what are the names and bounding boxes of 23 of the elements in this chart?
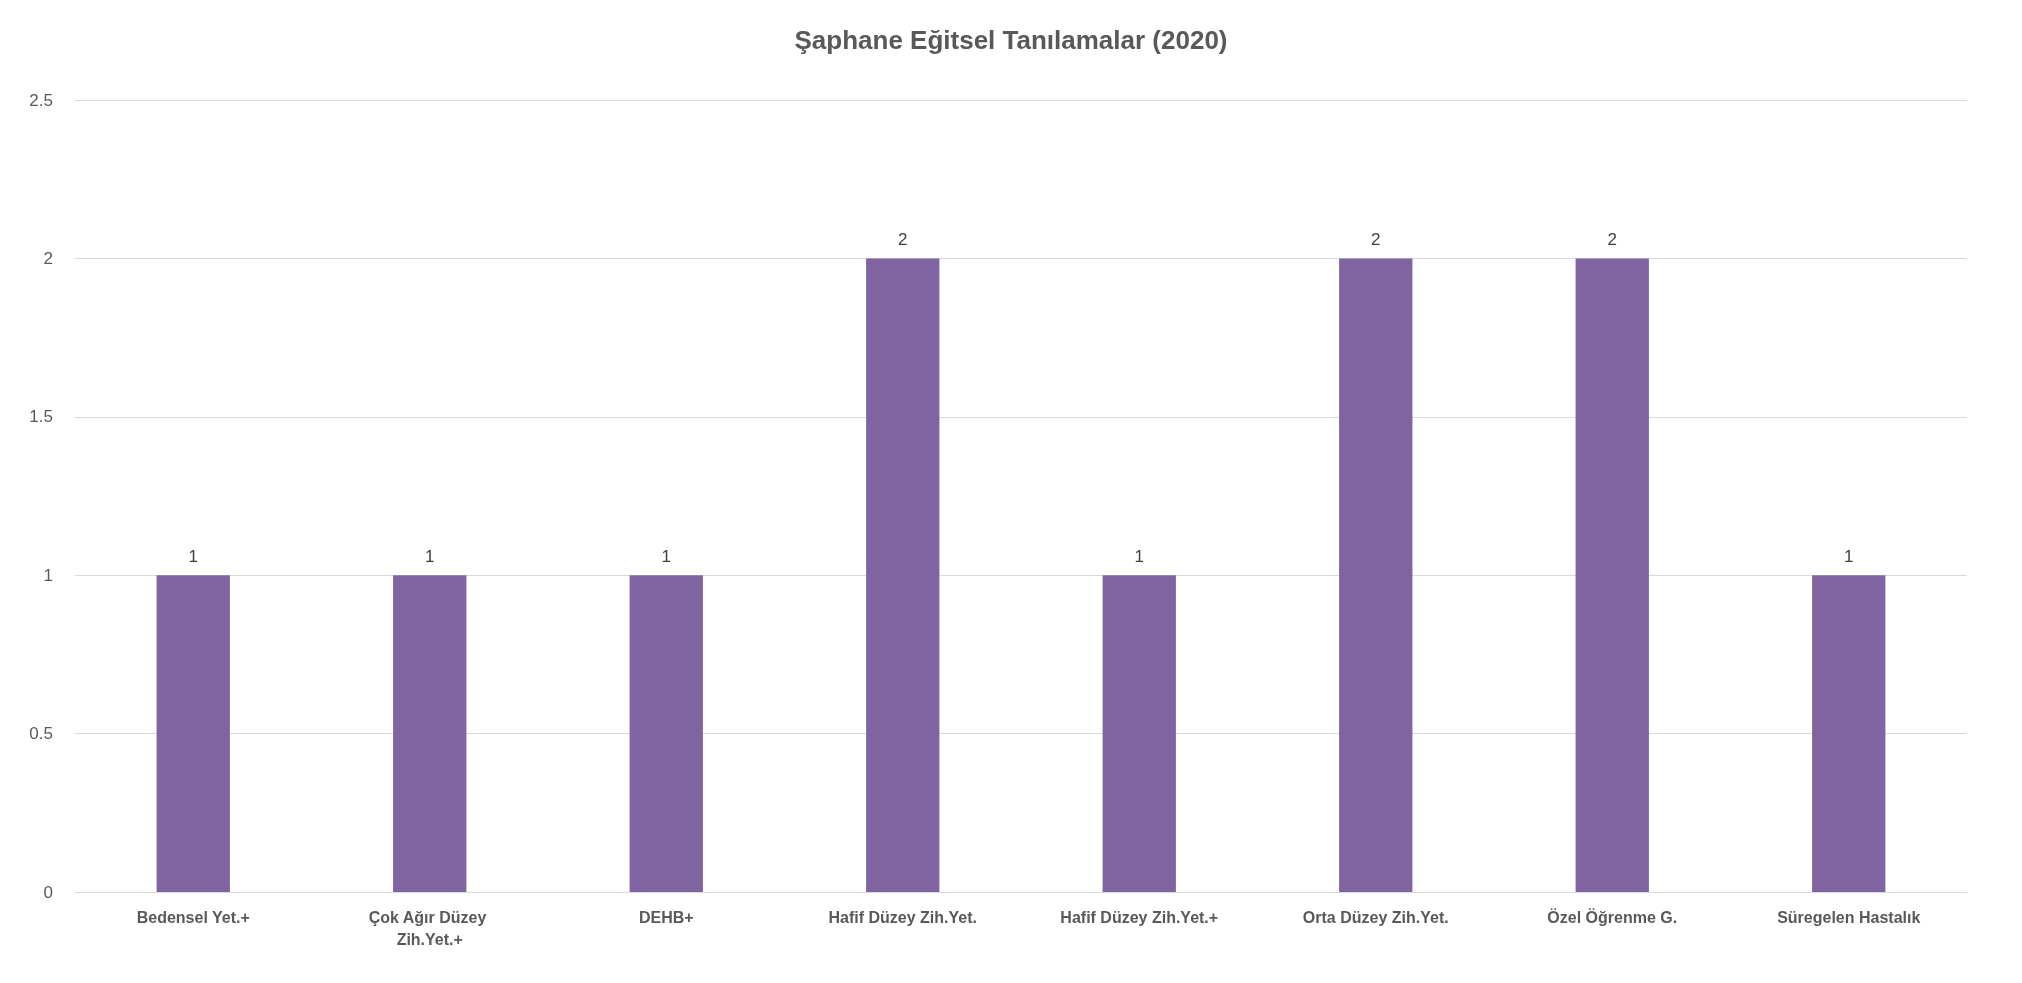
data-label: 1 bbox=[1134, 547, 1144, 567]
x-tick-label: Orta Düzey Zih.Yet. bbox=[1302, 908, 1449, 926]
x-tick-label: DEHB+ bbox=[638, 908, 694, 926]
x-tick-label: Hafif Düzey Zih.Yet. bbox=[828, 908, 977, 926]
data-label: 1 bbox=[425, 547, 435, 567]
x-tick-label: Özel Öğrenme G. bbox=[1547, 907, 1678, 926]
x-tick-label: Bedensel Yet.+ bbox=[136, 908, 250, 926]
data-label: 2 bbox=[898, 230, 908, 250]
y-tick-label: 0.5 bbox=[29, 724, 53, 744]
data-label: 1 bbox=[661, 547, 671, 567]
x-tick-label: Çok Ağır Düzey Zih.Yet.+ bbox=[368, 908, 491, 948]
chart-title: Şaphane Eğitsel Tanılamalar (2020) bbox=[794, 25, 1228, 55]
data-label: 1 bbox=[1844, 547, 1854, 567]
data-label: 2 bbox=[1607, 230, 1617, 250]
data-label: 2 bbox=[1371, 230, 1381, 250]
data-label: 1 bbox=[188, 547, 198, 567]
x-tick-label: Süregelen Hastalık bbox=[1777, 908, 1921, 926]
y-tick-label: 2 bbox=[43, 248, 53, 268]
y-tick-label: 1 bbox=[43, 565, 53, 585]
y-tick-label: 1.5 bbox=[29, 407, 53, 427]
y-tick-label: 0 bbox=[43, 882, 53, 902]
y-tick-label: 2.5 bbox=[29, 90, 53, 110]
x-tick-label: Hafif Düzey Zih.Yet.+ bbox=[1060, 908, 1219, 926]
